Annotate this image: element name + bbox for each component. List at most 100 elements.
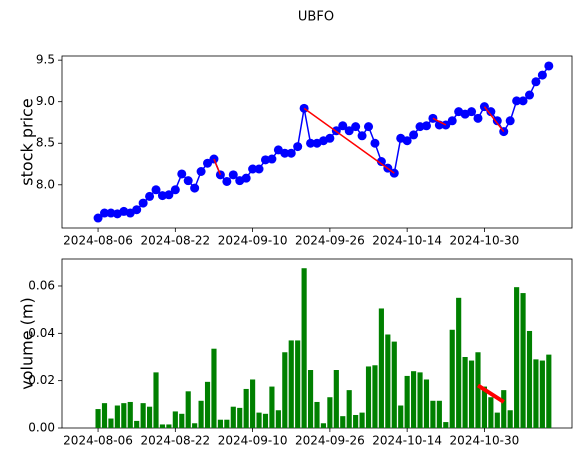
bar	[288, 340, 294, 428]
bar	[250, 379, 256, 428]
marker	[267, 154, 277, 164]
marker	[151, 185, 161, 195]
bar	[353, 414, 359, 428]
marker	[486, 107, 496, 117]
y-axis-label: stock price	[18, 98, 37, 185]
marker	[164, 190, 174, 200]
marker	[492, 116, 502, 126]
x-tick-label: 2024-09-26	[295, 234, 365, 248]
bar	[488, 397, 494, 428]
bar	[359, 412, 365, 428]
marker	[145, 191, 155, 201]
marker	[241, 173, 251, 183]
bar	[494, 412, 500, 428]
bar	[237, 407, 243, 428]
bar	[417, 372, 423, 428]
marker	[447, 116, 457, 126]
bar	[340, 416, 346, 428]
bar	[456, 297, 462, 428]
bar	[230, 406, 236, 428]
bar	[333, 370, 339, 428]
marker	[351, 122, 361, 132]
bar	[295, 340, 301, 428]
bar	[501, 390, 507, 428]
marker	[537, 70, 547, 80]
bar	[159, 424, 166, 428]
marker	[357, 131, 367, 141]
marker	[421, 121, 431, 131]
bar	[462, 356, 468, 428]
bar	[282, 352, 288, 428]
bar	[204, 381, 211, 428]
marker	[325, 133, 335, 143]
marker	[248, 164, 258, 174]
marker	[203, 158, 213, 168]
bar	[404, 375, 410, 428]
bar	[346, 390, 352, 428]
bar	[423, 379, 430, 428]
marker	[338, 121, 348, 131]
y-tick-label: 0.06	[28, 278, 55, 292]
bar	[507, 410, 513, 428]
bar	[378, 308, 384, 428]
bar	[430, 400, 436, 428]
marker	[222, 176, 232, 186]
x-tick-label: 2024-08-06	[63, 434, 133, 448]
bar	[391, 341, 397, 428]
bar	[365, 366, 372, 428]
x-tick-label: 2024-09-10	[218, 434, 288, 448]
bar	[314, 401, 320, 428]
x-tick-label: 2024-10-14	[372, 234, 442, 248]
bar	[166, 424, 172, 428]
marker	[306, 138, 316, 148]
bar	[121, 403, 127, 428]
marker	[376, 157, 386, 167]
bar	[436, 400, 442, 428]
bar	[198, 400, 204, 428]
marker	[505, 116, 515, 126]
y-tick-label: 9.0	[36, 94, 55, 108]
y-tick-label: 0.00	[28, 421, 55, 435]
marker	[512, 96, 522, 106]
marker	[228, 170, 238, 180]
y-tick-label: 0.04	[28, 326, 55, 340]
bar	[546, 354, 552, 428]
marker	[473, 113, 483, 123]
marker	[293, 142, 303, 152]
marker	[177, 169, 187, 179]
marker	[138, 198, 148, 208]
marker	[467, 107, 477, 117]
bar	[372, 365, 378, 428]
bar	[411, 371, 417, 428]
marker	[531, 77, 541, 87]
y-axis-label: volume (m)	[18, 297, 37, 389]
bar	[449, 329, 455, 428]
marker	[409, 130, 419, 140]
marker	[196, 166, 206, 176]
marker	[93, 213, 103, 223]
bar	[526, 330, 533, 428]
y-tick-label: 9.5	[36, 53, 55, 67]
line	[476, 383, 505, 404]
bar	[539, 360, 545, 428]
x-tick-label: 2024-09-26	[295, 434, 365, 448]
marker	[254, 164, 264, 174]
marker	[170, 185, 180, 195]
bar	[243, 388, 249, 428]
marker	[280, 148, 290, 158]
bar	[134, 420, 140, 428]
bar	[520, 293, 526, 428]
marker	[190, 183, 200, 193]
marker	[286, 148, 296, 158]
bar	[179, 413, 185, 428]
bar	[301, 268, 307, 428]
bar	[185, 391, 191, 428]
bar	[108, 418, 114, 428]
bar	[481, 386, 487, 428]
bar	[192, 423, 198, 428]
marker	[402, 136, 412, 146]
y-tick-label: 8.0	[36, 177, 55, 191]
bar	[114, 405, 120, 428]
bar	[275, 410, 281, 428]
